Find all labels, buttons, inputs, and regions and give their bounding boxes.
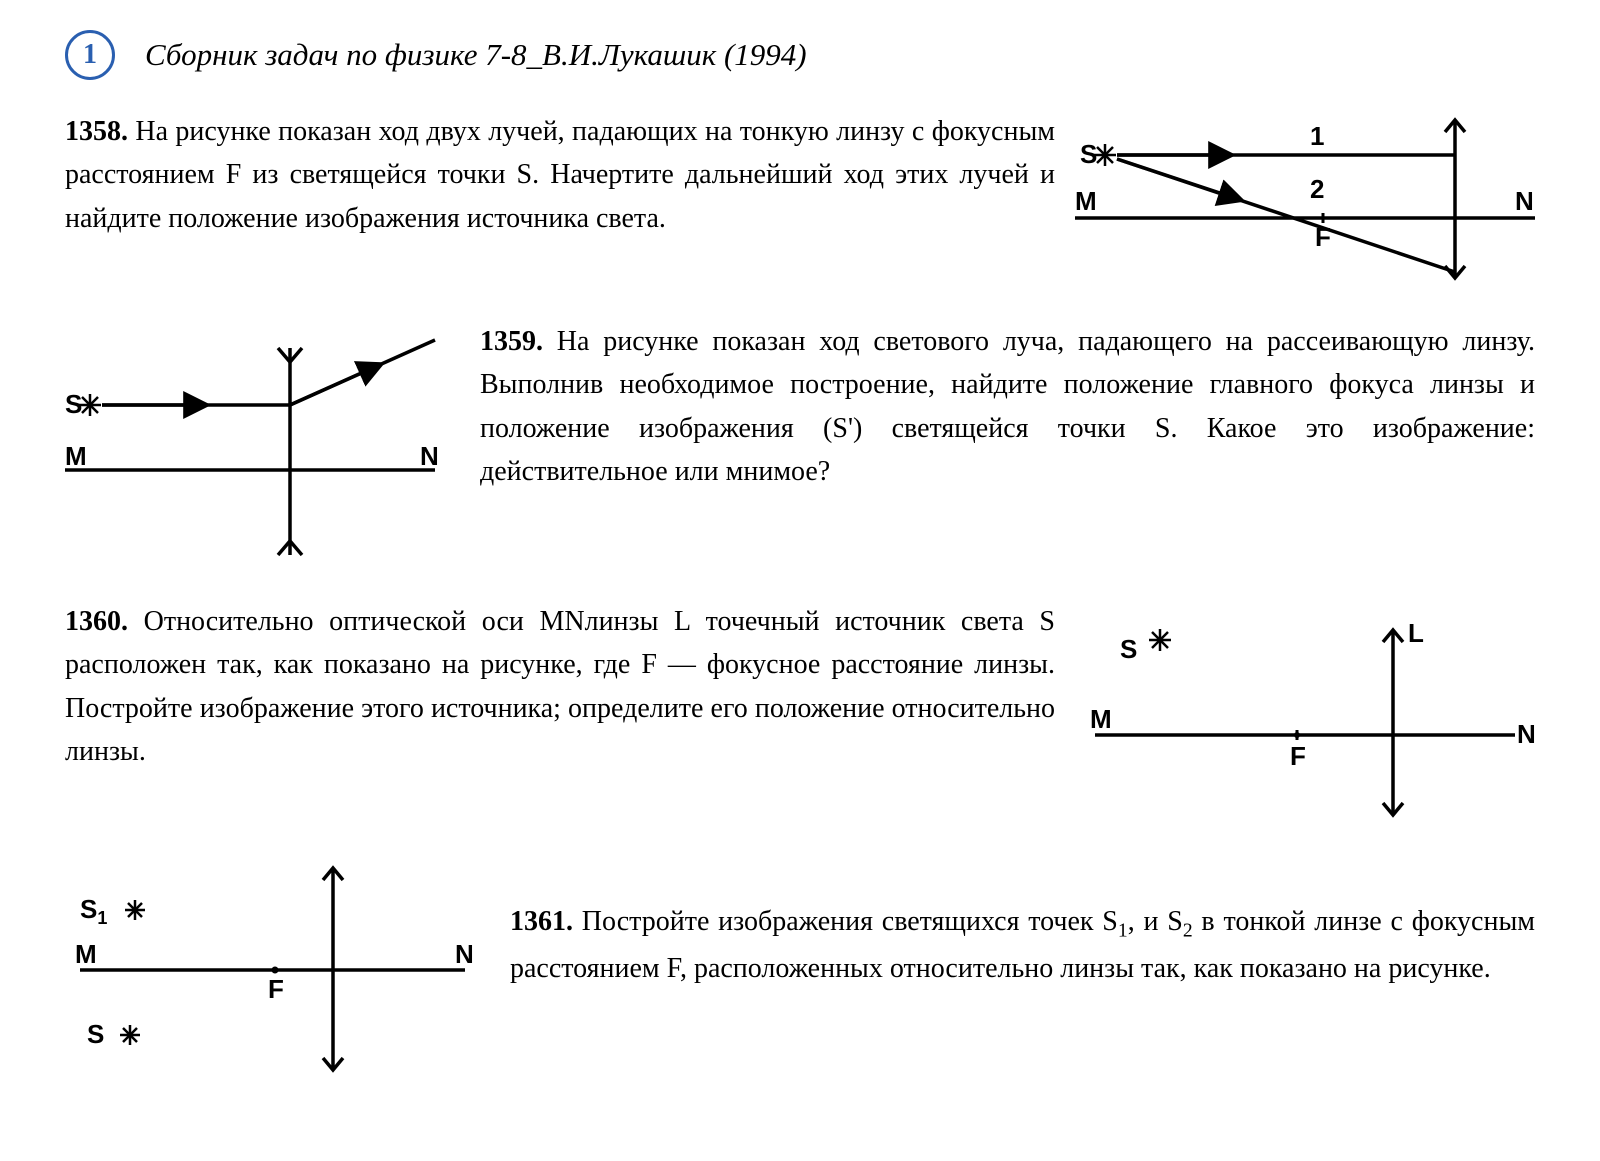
fig1360-label-L: L (1408, 618, 1424, 648)
page-number-badge: 1 (65, 30, 115, 80)
fig1359-label-M: M (65, 441, 87, 471)
problem-1358-text: 1358. На рисунке показан ход двух лучей,… (65, 110, 1055, 240)
problem-1361-text: 1361. Постройте изображения светящихся т… (510, 860, 1535, 990)
problem-1360-num: 1360. (65, 606, 128, 637)
fig1360-label-S: S (1120, 634, 1137, 664)
fig1361-label-S1sub: 1 (97, 908, 107, 928)
problem-1361-body-b: , и S (1128, 906, 1183, 937)
fig1360-label-N: N (1517, 719, 1535, 749)
fig1361-label-N: N (455, 939, 474, 969)
fig1359-label-N: N (420, 441, 439, 471)
problem-1361: S1 S M N F 1361. Постройте изображения с… (65, 860, 1535, 1080)
problem-1358-body: На рисунке показан ход двух лучей, падаю… (65, 116, 1055, 234)
fig1358-label-M: M (1075, 186, 1097, 216)
svg-text:S1: S1 (80, 894, 107, 928)
header: 1 Сборник задач по физике 7-8_В.И.Лукаши… (65, 30, 1535, 80)
problem-1359-num: 1359. (480, 326, 543, 357)
figure-1361: S1 S M N F (65, 860, 485, 1080)
fig1361-label-S: S (87, 1019, 104, 1049)
problem-1359-text: 1359. На рисунке показан ход светового л… (480, 320, 1535, 494)
fig1361-label-S1: S (80, 894, 97, 924)
fig1358-label-S: S (1080, 139, 1097, 169)
problem-1361-num: 1361. (510, 906, 573, 937)
fig1361-label-M: M (75, 939, 97, 969)
problem-1360-body: Относительно оптической оси MNлинзы L то… (65, 606, 1055, 767)
problem-1358: 1358. На рисунке показан ход двух лучей,… (65, 110, 1535, 290)
fig1358-label-F: F (1315, 222, 1331, 252)
page-number: 1 (83, 39, 97, 71)
fig1360-label-F: F (1290, 741, 1306, 771)
page: 1 Сборник задач по физике 7-8_В.И.Лукаши… (0, 0, 1600, 1161)
figure-1358: S 1 2 M N F (1075, 110, 1535, 290)
fig1358-label-N: N (1515, 186, 1534, 216)
problem-1361-sub1: 1 (1118, 921, 1128, 942)
problem-1360-text: 1360. Относительно оптической оси MNлинз… (65, 600, 1055, 774)
fig1358-label-2: 2 (1310, 174, 1324, 204)
fig1360-label-M: M (1090, 704, 1112, 734)
problem-1360: 1360. Относительно оптической оси MNлинз… (65, 600, 1535, 830)
fig1361-label-F: F (268, 974, 284, 1004)
problem-1359: S M N 1359. На рисунке показан ход свето… (65, 320, 1535, 570)
fig1359-label-S: S (65, 389, 82, 419)
figure-1359: S M N (65, 320, 455, 570)
fig1358-label-1: 1 (1310, 121, 1324, 151)
problem-1361-body-a: Постройте изображения светящихся точек S (582, 906, 1118, 937)
problem-1359-body: На рисунке показан ход светового луча, п… (480, 326, 1535, 487)
figure-1360: S M N F L (1075, 600, 1535, 830)
page-title: Сборник задач по физике 7-8_В.И.Лукашик … (145, 37, 807, 73)
problem-1358-num: 1358. (65, 116, 128, 147)
problem-1361-sub2: 2 (1183, 921, 1193, 942)
